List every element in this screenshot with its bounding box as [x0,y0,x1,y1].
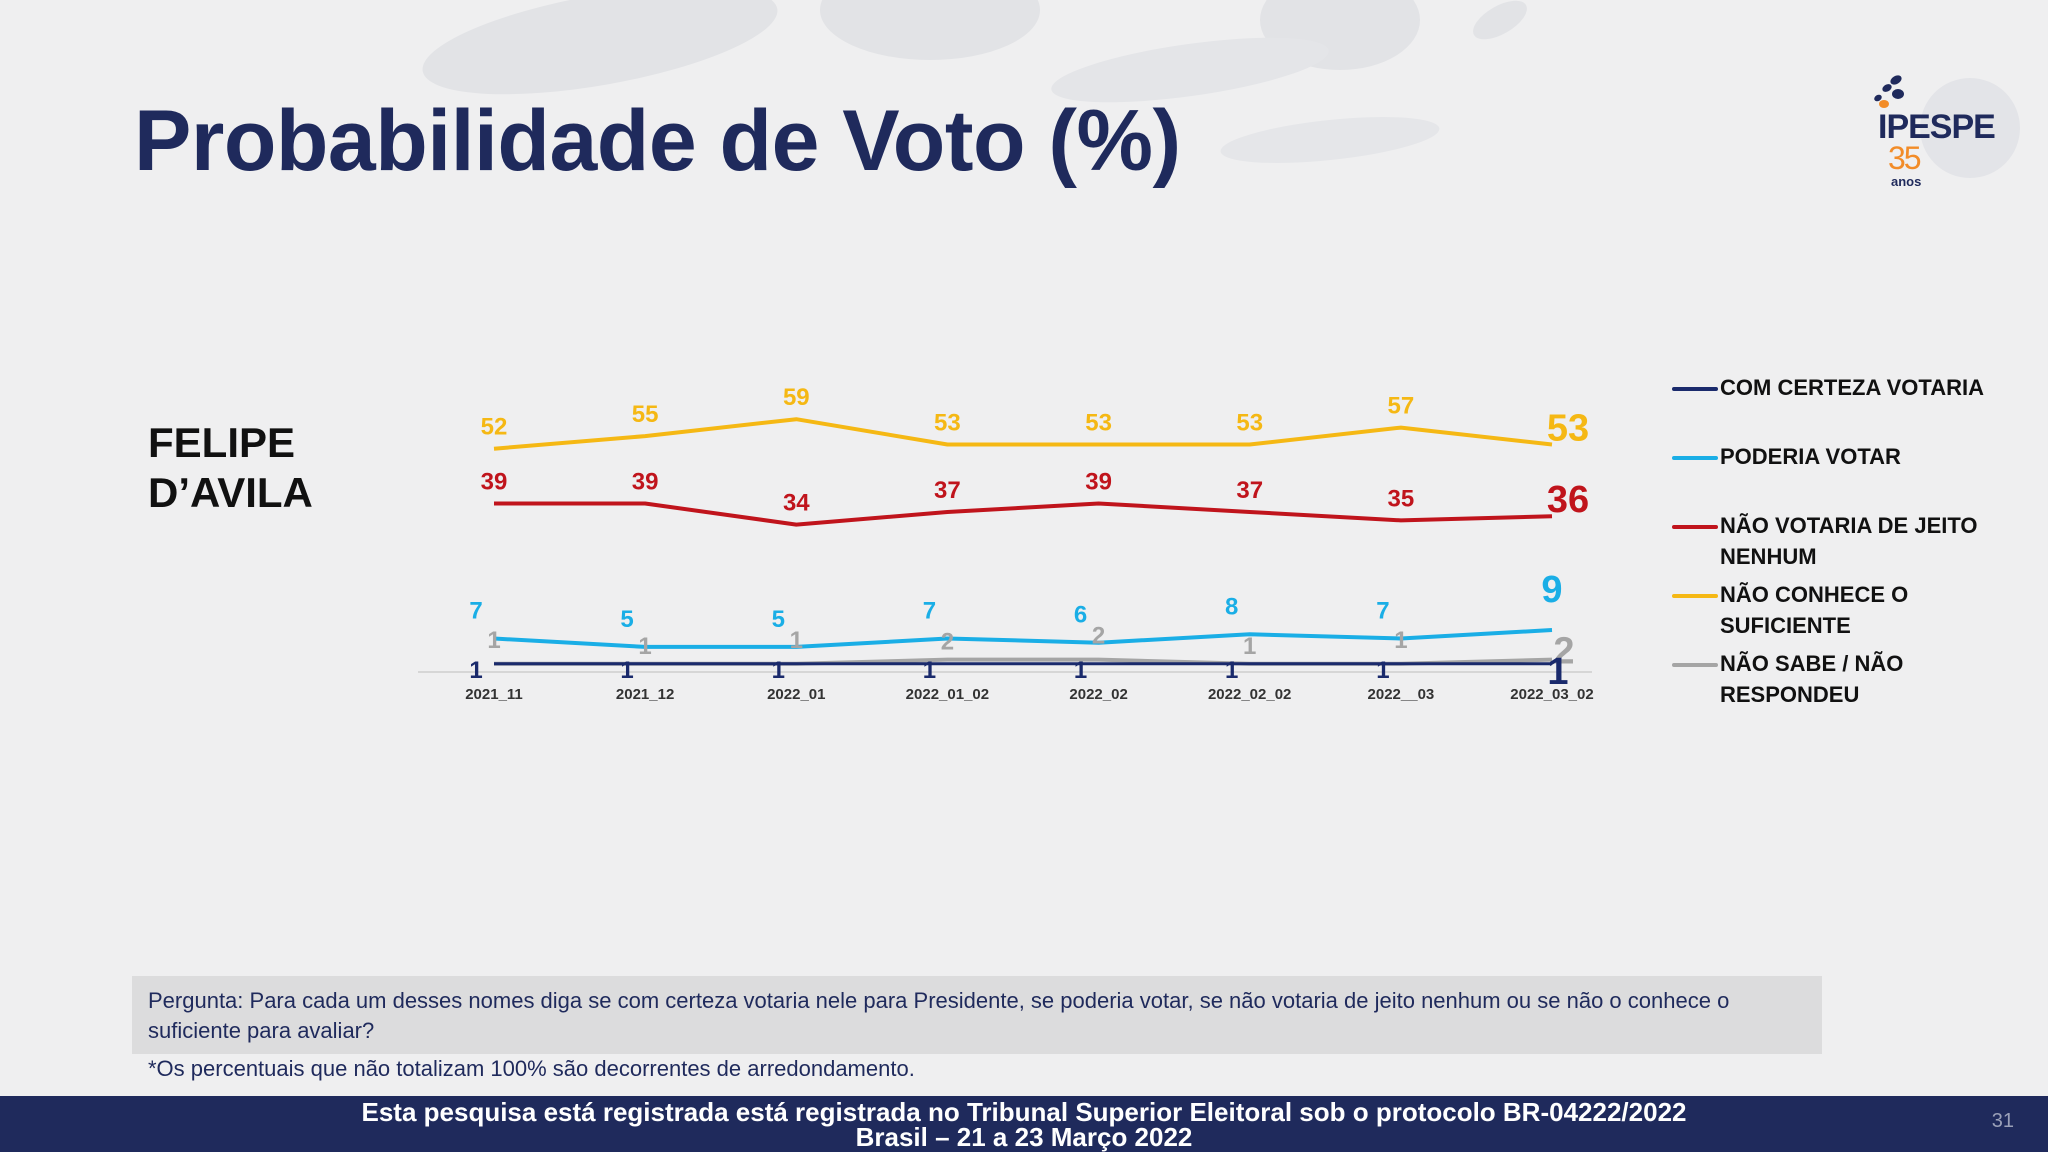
data-label-poderia-3: 7 [923,598,936,625]
data-label-nao_conhece-6: 57 [1388,393,1415,420]
footer-registration-bar: Esta pesquisa está registrada está regis… [0,1096,2048,1152]
legend-swatch-nao-votaria [1672,525,1718,529]
data-label-nao_votaria-1: 39 [632,469,659,496]
data-label-nao_sabe-5: 1 [1243,633,1256,660]
data-label-nao_conhece-0: 52 [481,414,508,441]
data-label-nao_sabe-4: 2 [1092,623,1105,650]
data-label-poderia-1: 5 [620,606,633,633]
data-label-poderia-7: 9 [1541,569,1562,611]
data-label-nao_votaria-2: 34 [783,490,810,517]
data-label-com_certeza-5: 1 [1225,657,1238,684]
legend-item-poderia: PODERIA VOTAR [1672,441,2020,472]
x-tick-label-7: 2022_03_02 [1510,686,1593,703]
data-label-nao_votaria-4: 39 [1085,469,1112,496]
data-label-nao_sabe-1: 1 [638,633,651,660]
legend-item-nao-votaria: NÃO VOTARIA DE JEITO NENHUM [1672,510,2020,572]
data-label-com_certeza-4: 1 [1074,657,1087,684]
data-label-nao_sabe-7: 2 [1553,631,1574,673]
logo-anos: anos [1891,174,1922,189]
series-line-poderia [493,628,1553,649]
legend-item-nao-sabe: NÃO SABE / NÃO RESPONDEU [1672,648,2020,710]
footer-registration-text: Esta pesquisa está registrada está regis… [361,1097,1687,1127]
x-tick-label-4: 2022_02 [1069,686,1127,703]
x-tick-label-2: 2022_01 [767,686,825,703]
data-label-com_certeza-0: 1 [469,657,482,684]
page-number: 31 [1991,1110,2014,1132]
data-label-nao_conhece-2: 59 [783,384,810,411]
data-label-nao_votaria-6: 35 [1388,485,1415,512]
data-label-nao_conhece-1: 55 [632,401,659,428]
footer-date-text: Brasil – 21 a 23 Março 2022 [855,1122,1193,1152]
data-label-nao_conhece-4: 53 [1085,410,1112,437]
data-label-poderia-4: 6 [1074,602,1087,629]
data-label-nao_sabe-2: 1 [790,627,803,654]
logo-years: 35 [1888,140,1922,176]
x-tick-label-5: 2022_02_02 [1208,686,1291,703]
data-label-com_certeza-6: 1 [1376,657,1389,684]
data-label-nao_sabe-0: 1 [487,627,500,654]
data-label-poderia-6: 7 [1376,598,1389,625]
legend-swatch-com-certeza [1672,387,1718,391]
data-label-com_certeza-3: 1 [923,657,936,684]
background-decoration [422,0,1527,163]
ipespe-logo-icon [1874,75,2020,178]
data-label-nao_votaria-5: 37 [1236,477,1263,504]
logo-name: IPESPE [1878,108,1996,146]
candidate-name-line2: D’AVILA [148,469,313,516]
survey-question: Pergunta: Para cada um desses nomes diga… [132,976,1822,1054]
data-label-nao_votaria-7: 36 [1547,479,1589,521]
page-title: Probabilidade de Voto (%) [134,93,1181,189]
data-label-nao_conhece-7: 53 [1547,408,1589,450]
data-label-poderia-2: 5 [772,606,785,633]
x-tick-label-0: 2021_11 [465,686,523,703]
rounding-footnote: *Os percentuais que não totalizam 100% s… [148,1056,915,1081]
candidate-name-line1: FELIPE [148,419,296,466]
data-label-nao_votaria-0: 39 [481,469,508,496]
legend-swatch-nao-sabe [1672,663,1718,667]
data-label-nao_conhece-3: 53 [934,410,961,437]
series-line-nao_conhece [493,417,1553,451]
data-label-poderia-0: 7 [469,598,482,625]
data-label-com_certeza-1: 1 [620,657,633,684]
data-label-nao_conhece-5: 53 [1236,410,1263,437]
data-label-nao_sabe-6: 1 [1394,627,1407,654]
legend-item-nao-conhece: NÃO CONHECE O SUFICIENTE [1672,579,2020,641]
x-tick-label-6: 2022__03 [1368,686,1435,703]
candidate-name: FELIPE D’AVILA [148,418,313,518]
x-tick-label-1: 2021_12 [616,686,674,703]
legend-swatch-nao-conhece [1672,594,1718,598]
data-label-nao_votaria-3: 37 [934,477,961,504]
legend-item-com-certeza: COM CERTEZA VOTARIA [1672,372,2020,403]
data-label-nao_sabe-3: 2 [941,629,954,656]
data-label-com_certeza-7: 1 [1547,651,1568,693]
legend-swatch-poderia [1672,456,1718,460]
legend-label-com-certeza: COM CERTEZA VOTARIA [1720,375,1984,400]
legend-label-nao-votaria: NÃO VOTARIA DE JEITO NENHUM [1720,513,1978,569]
series-line-nao_votaria [494,501,1553,527]
legend-label-nao-sabe: NÃO SABE / NÃO RESPONDEU [1720,651,1904,707]
data-label-poderia-5: 8 [1225,593,1238,620]
x-tick-label-3: 2022_01_02 [906,686,989,703]
legend-label-nao-conhece: NÃO CONHECE O SUFICIENTE [1720,582,1909,638]
data-label-com_certeza-2: 1 [772,657,785,684]
legend-label-poderia: PODERIA VOTAR [1720,444,1901,469]
